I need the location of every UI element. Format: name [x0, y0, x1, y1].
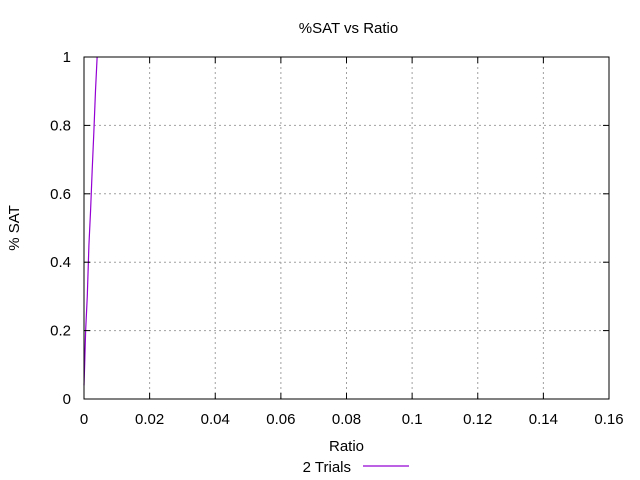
x-tick-label: 0	[80, 411, 88, 428]
legend-label: 2 Trials	[303, 459, 351, 476]
x-tick-label: 0.14	[529, 411, 558, 428]
y-tick-label: 1	[63, 49, 71, 66]
y-tick-label: 0.8	[50, 117, 71, 134]
x-tick-label: 0.1	[402, 411, 423, 428]
x-axis-tick-labels: 0 0.02 0.04 0.06 0.08 0.1 0.12 0.14 0.16	[80, 411, 624, 428]
y-axis-tick-labels: 0 0.2 0.4 0.6 0.8 1	[50, 49, 71, 408]
plot-series	[83, 56, 98, 386]
y-tick-label: 0.4	[50, 254, 71, 271]
y-tick-label: 0.2	[50, 323, 71, 340]
axis-ticks	[83, 56, 610, 400]
x-axis-label: Ratio	[329, 438, 364, 455]
y-tick-label: 0.6	[50, 186, 71, 203]
series-line	[83, 56, 98, 386]
legend: 2 Trials	[303, 459, 409, 476]
chart-title: %SAT vs Ratio	[299, 20, 398, 37]
x-tick-label: 0.04	[201, 411, 230, 428]
x-tick-label: 0.06	[266, 411, 295, 428]
y-axis-label: % SAT	[6, 205, 23, 251]
x-tick-label: 0.08	[332, 411, 361, 428]
grid-lines	[84, 57, 609, 399]
x-tick-label: 0.12	[463, 411, 492, 428]
x-tick-label: 0.02	[135, 411, 164, 428]
y-tick-label: 0	[63, 391, 71, 408]
x-tick-label: 0.16	[594, 411, 623, 428]
